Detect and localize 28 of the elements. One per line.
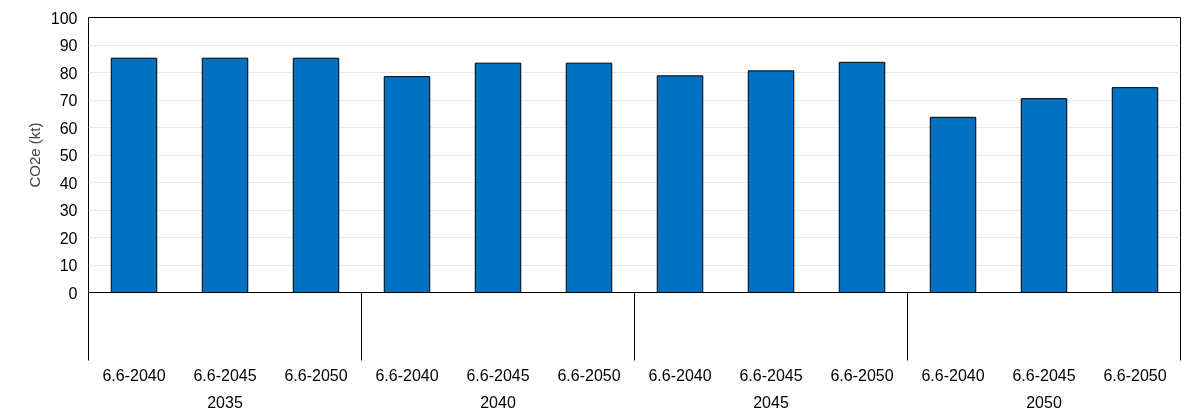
y-tick-label: 0 — [68, 284, 78, 302]
x-tick-label: 6.6-2040 — [102, 366, 166, 384]
y-tick-label: 90 — [59, 37, 78, 54]
x-tick-label: 6.6-2050 — [830, 366, 894, 384]
y-tick-label: 10 — [59, 257, 78, 274]
y-tick-label: 50 — [59, 147, 78, 164]
y-tick-label: 100 — [50, 9, 78, 27]
text: 2045 — [753, 393, 789, 410]
x-tick-label: 6.6-2050 — [1103, 366, 1167, 384]
x-tick-label: 6.6-2045 — [466, 366, 530, 384]
x-tick-label: 6.6-2045 — [193, 366, 257, 384]
y-tick-label: 70 — [59, 92, 78, 109]
y-axis-title: CO2e (kt) — [25, 122, 43, 188]
y-tick-label: 60 — [59, 119, 78, 137]
x-tick-label: 6.6-2045 — [739, 366, 803, 384]
x-tick-label: 6.6-2040 — [375, 366, 439, 384]
x-tick-label: 6.6-2045 — [1012, 366, 1076, 384]
x-tick-label: 6.6-2050 — [284, 366, 348, 384]
x-tick-label: 6.6-2050 — [557, 366, 621, 384]
text: 2035 — [207, 393, 243, 410]
x-tick-label: 6.6-2040 — [921, 366, 985, 384]
text: 2050 — [1026, 393, 1062, 410]
y-tick-label: 40 — [59, 174, 78, 192]
x-tick-label: 6.6-2040 — [648, 366, 712, 384]
y-tick-label: 20 — [59, 229, 78, 247]
text: 2040 — [480, 393, 516, 410]
y-tick-label: 80 — [59, 64, 78, 82]
y-tick-label: 30 — [59, 202, 78, 219]
